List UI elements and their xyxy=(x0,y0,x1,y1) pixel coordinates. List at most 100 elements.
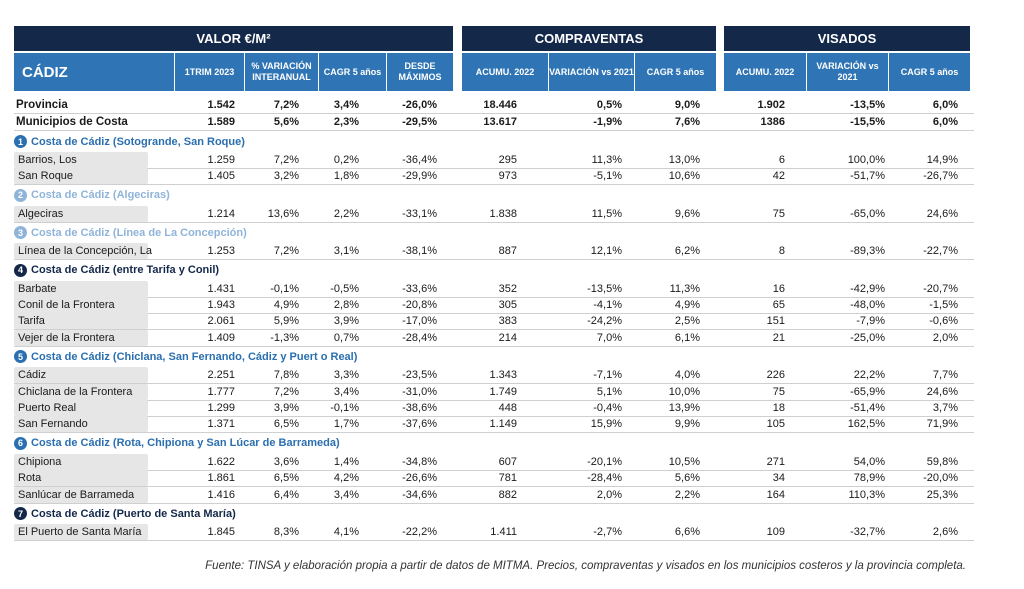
cell-var-interanual: -1,3% xyxy=(270,331,299,344)
cell-var-compraventas: -0,4% xyxy=(593,402,622,414)
municipality-name: Barbate xyxy=(14,280,148,297)
subheader-compraventas: ACUMU. 2022 VARIACIÓN vs 2021 CAGR 5 año… xyxy=(462,53,716,91)
cell-cagr-compraventas: 7,6% xyxy=(674,116,700,128)
table-row: El Puerto de Santa María 1.845 8,3% 4,1% -22… xyxy=(14,524,974,540)
cell-var-compraventas: -2,7% xyxy=(593,526,622,538)
cell-trim: 1.845 xyxy=(207,526,235,538)
table-row: San Roque 1.405 3,2% 1,8% -29,9% 973 -5,1% 10,6… xyxy=(14,168,974,185)
cell-cagr-compraventas: 10,0% xyxy=(668,385,700,398)
cell-var-interanual: 3,9% xyxy=(273,402,299,414)
section-number-badge: 2 xyxy=(14,188,27,202)
table-row: Provincia 1.542 7,2% 3,4% -26,0% 18.446 0,5% 9,… xyxy=(14,97,974,113)
cell-cagr-visados: -0,6% xyxy=(929,315,958,328)
cell-desde-maximos: -31,0% xyxy=(402,385,437,398)
cell-var-compraventas: 15,9% xyxy=(590,418,622,431)
column-header-desde-maximos: DESDE MÁXIMOS xyxy=(386,53,453,91)
cell-cagr-valor: 3,4% xyxy=(333,99,359,111)
section-number-badge: 3 xyxy=(14,226,27,240)
cell-var-visados: 54,0% xyxy=(853,455,885,468)
table-row: Barbate 1.431 -0,1% -0,5% -33,6% 352 -13,5% 11,… xyxy=(14,280,974,297)
cell-cagr-valor: 1,4% xyxy=(333,455,359,468)
row-divider xyxy=(14,399,974,401)
cell-cagr-valor: 2,3% xyxy=(333,116,359,128)
cell-cagr-compraventas: 9,6% xyxy=(674,207,700,220)
section-header: 4 Costa de Cádiz (entre Tarifa y Conil) xyxy=(14,263,219,278)
cell-var-compraventas: 7,0% xyxy=(596,331,622,344)
cell-cagr-valor: -0,5% xyxy=(330,282,359,295)
cell-desde-maximos: -26,0% xyxy=(402,99,437,111)
cell-var-compraventas: 11,3% xyxy=(591,154,622,166)
row-divider xyxy=(14,259,974,261)
cell-var-compraventas: -28,4% xyxy=(587,472,622,485)
row-divider xyxy=(14,540,974,541)
cell-var-interanual: 7,2% xyxy=(273,154,299,166)
row-divider xyxy=(14,345,974,347)
cell-var-interanual: 8,3% xyxy=(273,526,299,538)
cell-cagr-valor: 3,9% xyxy=(333,315,359,328)
cell-var-interanual: 3,6% xyxy=(273,455,299,468)
section-header: 1 Costa de Cádiz (Sotogrande, San Roque) xyxy=(14,134,245,149)
cell-acum-visados: 6 xyxy=(778,154,785,166)
cell-cagr-visados: -20,0% xyxy=(923,472,958,485)
municipality-name: Línea de la Concepción, La xyxy=(14,243,152,260)
row-divider xyxy=(14,168,974,169)
cell-var-visados: -51,4% xyxy=(850,402,885,414)
row-divider xyxy=(14,329,974,331)
cell-cagr-compraventas: 9,9% xyxy=(674,418,700,431)
municipality-name: Puerto Real xyxy=(14,400,148,416)
section-number-badge: 4 xyxy=(14,263,27,277)
cell-var-compraventas: 12,1% xyxy=(590,245,622,258)
row-divider xyxy=(14,502,974,504)
cell-trim: 1.416 xyxy=(207,488,235,501)
municipality-name: Barrios, Los xyxy=(14,152,148,168)
table-row: Cádiz 2.251 7,8% 3,3% -23,5% 1.343 -7,1% 4,0% 22… xyxy=(14,367,974,384)
table-row: Rota 1.861 6,5% 4,2% -26,6% 781 -28,4% 5,6% 34 78… xyxy=(14,470,974,487)
cell-cagr-visados: 2,0% xyxy=(932,331,958,344)
cell-acum-compraventas: 1.149 xyxy=(489,418,517,431)
cell-var-visados: 162,5% xyxy=(847,418,885,431)
cell-trim: 2.061 xyxy=(207,315,235,328)
cell-desde-maximos: -34,6% xyxy=(402,488,437,501)
cell-var-visados: -89,3% xyxy=(850,245,885,258)
cell-acum-visados: 105 xyxy=(766,418,785,431)
cell-acum-visados: 75 xyxy=(772,385,785,398)
section-title: Costa de Cádiz (Chiclana, San Fernando, … xyxy=(31,350,358,363)
cell-acum-visados: 1.902 xyxy=(757,99,785,111)
cell-acum-compraventas: 383 xyxy=(498,315,517,328)
row-divider xyxy=(14,469,974,471)
cell-var-compraventas: 11,5% xyxy=(591,207,622,220)
cell-acum-visados: 42 xyxy=(772,170,785,183)
column-header-var-interanual: % VARIACIÓN INTERANUAL xyxy=(244,53,318,91)
cell-cagr-compraventas: 13,9% xyxy=(668,402,700,414)
cell-trim: 1.259 xyxy=(207,154,235,166)
cell-trim: 1.542 xyxy=(207,99,235,111)
cell-acum-compraventas: 1.749 xyxy=(489,385,517,398)
row-divider xyxy=(14,383,974,385)
cell-acum-visados: 1386 xyxy=(760,116,785,128)
cell-desde-maximos: -36,4% xyxy=(402,154,437,166)
cell-var-compraventas: -4,1% xyxy=(593,299,622,311)
cell-acum-compraventas: 18.446 xyxy=(483,99,517,111)
cell-var-interanual: 7,2% xyxy=(273,99,299,111)
cell-desde-maximos: -26,6% xyxy=(402,472,437,485)
municipality-name: Rota xyxy=(14,470,148,487)
municipality-name: San Fernando xyxy=(14,416,148,433)
cell-var-interanual: 13,6% xyxy=(267,207,299,220)
row-divider xyxy=(14,432,974,434)
cell-var-interanual: 7,8% xyxy=(273,369,299,382)
cell-var-compraventas: 0,5% xyxy=(596,99,622,111)
cell-desde-maximos: -33,1% xyxy=(402,207,437,220)
cell-cagr-visados: 24,6% xyxy=(926,207,958,220)
row-divider xyxy=(14,486,974,488)
cell-cagr-visados: 71,9% xyxy=(926,418,958,431)
cell-cagr-valor: -0,1% xyxy=(330,402,359,414)
section-title: Costa de Cádiz (Sotogrande, San Roque) xyxy=(31,135,245,148)
table-row: Vejer de la Frontera 1.409 -1,3% 0,7% -28,4%… xyxy=(14,329,974,346)
cell-trim: 1.431 xyxy=(207,282,235,295)
cell-acum-visados: 75 xyxy=(772,207,785,220)
cell-acum-compraventas: 305 xyxy=(498,299,517,311)
cell-var-interanual: 6,5% xyxy=(273,418,299,431)
cell-desde-maximos: -38,6% xyxy=(402,402,437,414)
municipality-name: Algeciras xyxy=(14,205,148,222)
row-divider xyxy=(14,296,974,298)
